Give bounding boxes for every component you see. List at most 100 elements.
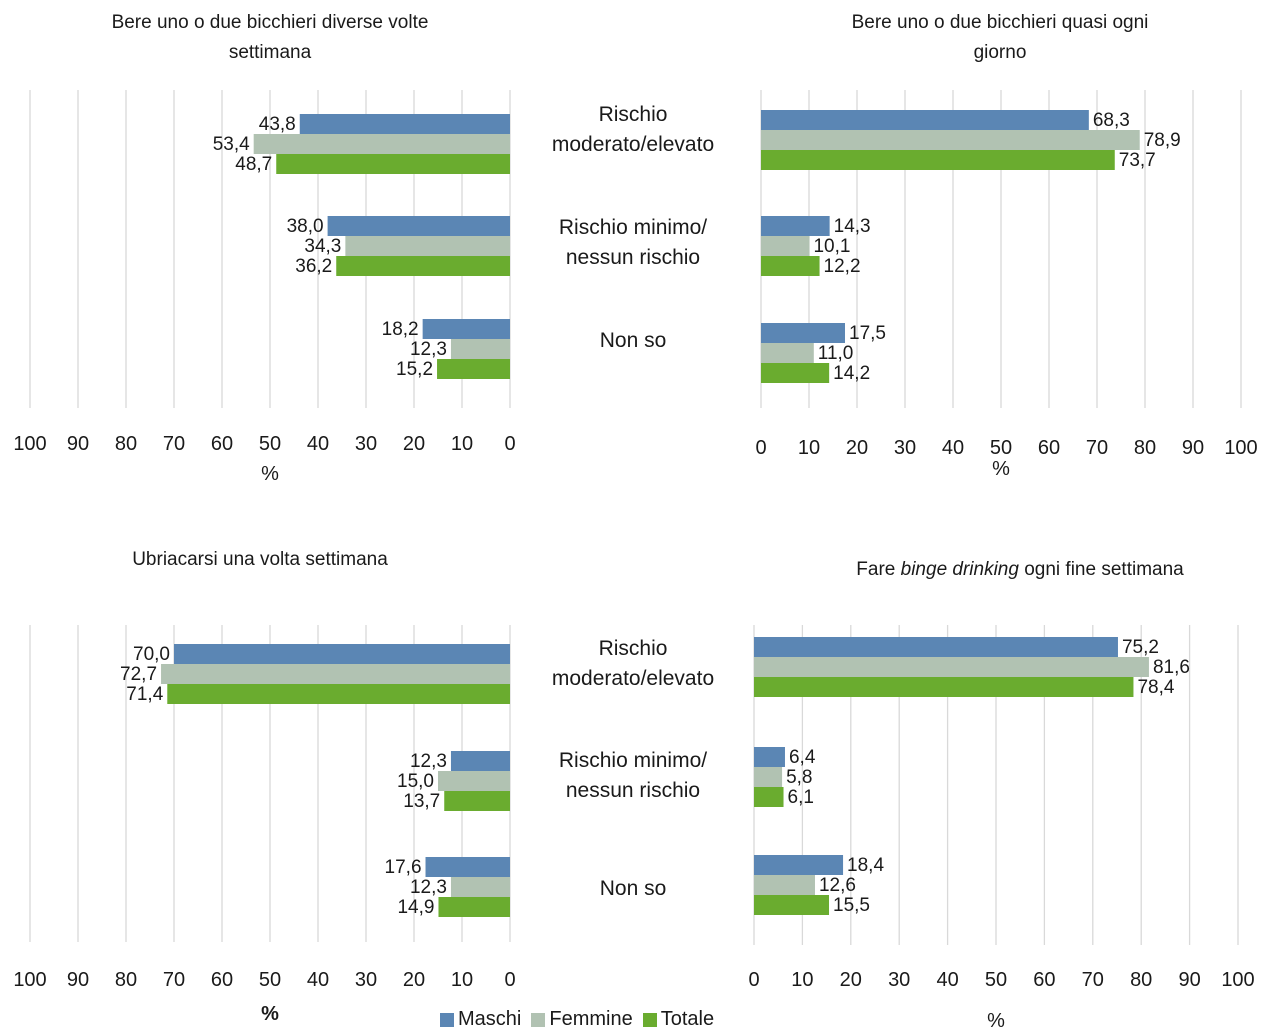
bar-maschi xyxy=(761,323,845,343)
x-tick-label: 30 xyxy=(355,969,377,991)
legend-label: Femmine xyxy=(549,1008,633,1030)
data-label: 78,4 xyxy=(1137,677,1174,698)
data-label: 53,4 xyxy=(213,134,250,155)
x-tick-label: 30 xyxy=(888,969,910,991)
bar-chart-panel: 68,3 78,973,7 14,310,112,2 17,511,014,2 0 10 2… xyxy=(755,90,1258,480)
data-label: 36,2 xyxy=(295,256,332,277)
data-label: 12,3 xyxy=(410,751,447,772)
bar-femmine xyxy=(450,877,510,897)
chart-title-em: binge drinking xyxy=(900,559,1019,580)
category-label-line: Non so xyxy=(599,329,667,352)
x-tick-label: 70 xyxy=(163,433,185,455)
data-label: 6,1 xyxy=(788,787,814,808)
bar-femmine xyxy=(754,657,1149,677)
x-tick-label: 40 xyxy=(936,969,958,991)
x-tick-label: 50 xyxy=(259,969,281,991)
legend-swatch xyxy=(440,1012,454,1027)
x-tick-label: 70 xyxy=(1086,437,1108,459)
x-tick-label: 50 xyxy=(259,433,281,455)
category-label-line: Rischio xyxy=(598,103,668,126)
x-tick-label: 40 xyxy=(942,437,964,459)
data-label: 81,6 xyxy=(1153,657,1190,678)
chart-title-bottom-right: Fare binge drinking ogni fine settimana xyxy=(790,555,1250,585)
bar-totale xyxy=(754,895,830,915)
category-label: Rischio moderato/elevato xyxy=(513,634,753,694)
x-tick-label: 100 xyxy=(1221,969,1254,991)
category-label-line: moderato/elevato xyxy=(551,667,715,690)
bar-totale xyxy=(754,787,784,807)
x-tick-labels: 0 10 20 30 40 50 60 70 80 90 100 xyxy=(755,437,1257,459)
data-label: 70,0 xyxy=(133,644,170,665)
x-axis-label: % xyxy=(261,1003,279,1025)
x-tick-label: 90 xyxy=(1182,437,1204,459)
x-tick-label: 20 xyxy=(403,969,425,991)
legend-swatch xyxy=(642,1012,657,1027)
chart-title-line: Ubriacarsi una volta settimana xyxy=(132,549,388,570)
x-tick-label: 100 xyxy=(13,433,46,455)
x-tick-label: 60 xyxy=(1033,969,1055,991)
bars: 43,8 53,448,7 38,034,336,2 18,212,315,2 xyxy=(213,114,510,380)
data-label: 48,7 xyxy=(235,154,272,175)
data-label: 6,4 xyxy=(789,747,816,768)
x-tick-label: 0 xyxy=(504,433,515,455)
chart-title-pre: Fare xyxy=(856,559,901,580)
category-label: Rischio minimo/ nessun rischio xyxy=(513,213,753,273)
x-tick-label: 40 xyxy=(307,969,329,991)
data-label: 43,8 xyxy=(259,114,296,135)
data-label: 18,4 xyxy=(847,855,884,876)
x-tick-labels: 100 90 80 70 60 50 40 30 20 10 0 xyxy=(13,433,515,455)
data-label: 17,5 xyxy=(849,323,886,344)
bar-femmine xyxy=(761,236,810,256)
bar-maschi xyxy=(299,114,510,134)
bar-totale xyxy=(438,897,510,917)
chart-title-top-right: Bere uno o due bicchieri quasi ogni gior… xyxy=(775,8,1225,68)
legend-item-maschi: Maschi xyxy=(440,1008,521,1031)
x-tick-label: 70 xyxy=(163,969,185,991)
data-label: 72,7 xyxy=(120,664,157,685)
chart-title-line: Bere uno o due bicchieri quasi ogni xyxy=(851,12,1149,33)
x-tick-label: 10 xyxy=(798,437,820,459)
x-tick-label: 20 xyxy=(840,969,862,991)
data-label: 12,3 xyxy=(410,339,447,360)
x-tick-label: 80 xyxy=(115,433,137,455)
bar-chart-panel: 75,281,678,4 6,45,86,1 18,412,615,5 0 10 20 30… xyxy=(748,625,1255,1032)
x-tick-label: 80 xyxy=(1130,969,1152,991)
bar-maschi xyxy=(422,319,510,339)
legend-swatch xyxy=(531,1012,546,1027)
bar-totale xyxy=(761,256,820,276)
chart-title-line: settimana xyxy=(228,42,312,63)
category-label: Rischio moderato/elevato xyxy=(513,100,753,160)
x-axis-label: % xyxy=(987,1010,1005,1032)
bar-maschi xyxy=(754,855,844,875)
x-axis-label: % xyxy=(992,458,1010,480)
x-tick-label: 10 xyxy=(451,433,473,455)
x-tick-label: 50 xyxy=(985,969,1007,991)
category-label: Non so xyxy=(513,326,753,356)
bar-femmine xyxy=(345,236,510,256)
x-tick-label: 50 xyxy=(990,437,1012,459)
data-label: 12,2 xyxy=(824,256,861,277)
data-label: 15,2 xyxy=(396,359,433,380)
bars: 70,072,771,412,315,013,717,612,314,9 xyxy=(120,644,511,918)
category-label-line: Rischio minimo/ xyxy=(558,749,708,772)
bars: 75,281,678,4 6,45,86,1 18,412,615,5 xyxy=(754,637,1190,916)
data-label: 14,9 xyxy=(397,897,434,918)
data-label: 34,3 xyxy=(304,236,341,257)
bar-maschi xyxy=(327,216,510,236)
x-tick-label: 30 xyxy=(355,433,377,455)
data-label: 11,0 xyxy=(818,343,854,364)
data-label: 5,8 xyxy=(786,767,812,788)
data-label: 38,0 xyxy=(287,216,324,237)
x-tick-label: 60 xyxy=(211,433,233,455)
data-label: 15,5 xyxy=(833,895,870,916)
bar-maschi xyxy=(754,747,785,767)
x-tick-label: 0 xyxy=(748,969,759,991)
data-label: 75,2 xyxy=(1122,637,1159,658)
bar-totale xyxy=(444,791,510,811)
bar-totale xyxy=(761,150,1115,170)
data-label: 68,3 xyxy=(1093,110,1130,131)
x-tick-label: 30 xyxy=(894,437,916,459)
category-label-line: Non so xyxy=(599,877,667,900)
